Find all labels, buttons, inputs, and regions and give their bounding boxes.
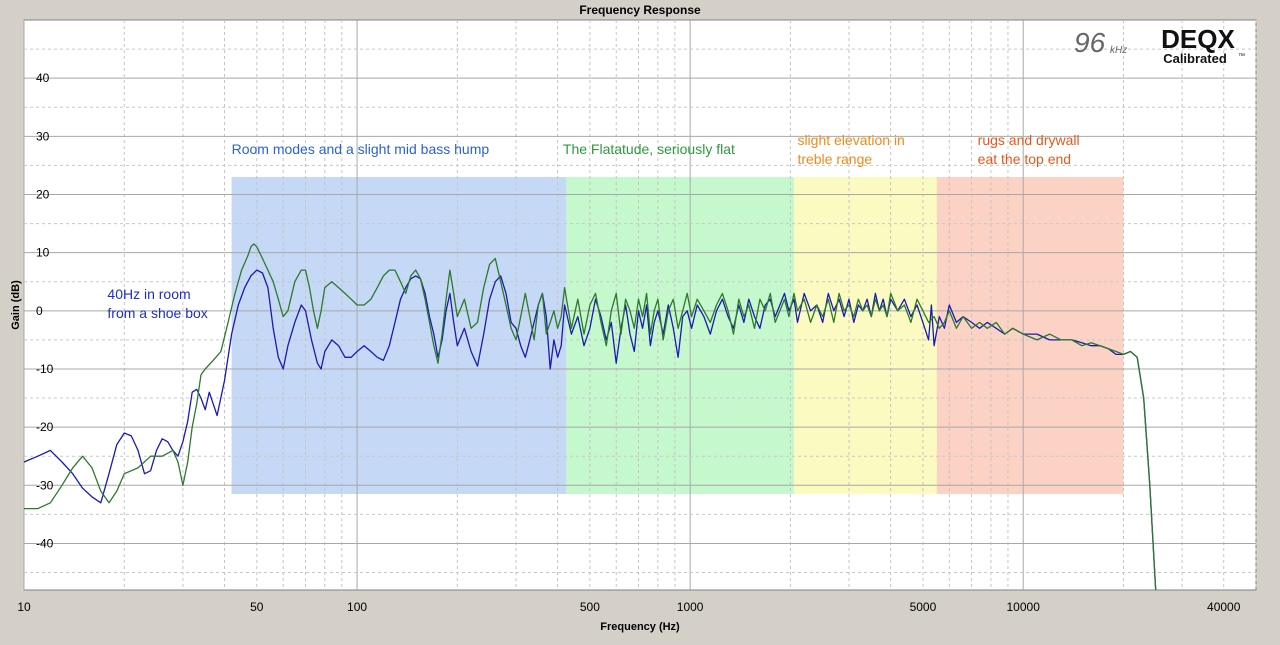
labels-layer: Room modes and a slight mid bass hump The… — [107, 132, 1079, 321]
x-tick-label: 10000 — [1007, 600, 1041, 614]
y-axis-title: Gain (dB) — [10, 280, 22, 330]
y-tick-label: -40 — [36, 536, 54, 550]
logo-rate-unit: kHz — [1110, 45, 1127, 56]
annotation-1: 40Hz in room — [107, 286, 190, 302]
y-tick-label: -20 — [36, 420, 54, 434]
region-3 — [793, 177, 937, 495]
x-tick-label: 1000 — [677, 600, 704, 614]
region-4 — [936, 177, 1124, 495]
y-tick-label: 0 — [36, 304, 43, 318]
series-layer — [23, 243, 1157, 591]
x-axis-title: Frequency (Hz) — [600, 621, 680, 633]
region-1 — [231, 177, 567, 495]
y-tick-label: -10 — [36, 362, 54, 376]
region-label-4: eat the top end — [978, 151, 1071, 167]
region-label-1: Room modes and a slight mid bass hump — [232, 141, 490, 157]
logo-tm: ™ — [1238, 53, 1245, 60]
y-tick-label: 30 — [36, 129, 50, 143]
y-tick-label: 10 — [36, 246, 50, 260]
region-label-3: treble range — [797, 151, 872, 167]
y-tick-label: -30 — [36, 478, 54, 492]
x-tick-label: 5000 — [910, 600, 937, 614]
deqx-logo: 96 kHz DEQX Calibrated ™ — [1074, 24, 1245, 66]
x-tick-label: 40000 — [1207, 600, 1241, 614]
region-label-2: The Flatatude, seriously flat — [563, 141, 735, 157]
x-tick-label: 50 — [250, 600, 264, 614]
x-tick-label: 10 — [17, 600, 31, 614]
region-label-4: rugs and drywall — [978, 132, 1080, 148]
series-line-1 — [23, 269, 1157, 591]
ticks-layer: 10 50 100 500 1000 5000 10000 40000403020100-10… — [17, 71, 1240, 614]
logo-brand: DEQX — [1161, 24, 1235, 54]
y-tick-label: 40 — [36, 71, 50, 85]
logo-rate: 96 — [1074, 27, 1106, 58]
region-label-3: slight elevation in — [797, 132, 904, 148]
y-tick-label: 20 — [36, 187, 50, 201]
x-tick-label: 500 — [580, 600, 600, 614]
annotation-1: from a shoe box — [107, 305, 207, 321]
series-line-2 — [24, 243, 1157, 591]
chart-title: Frequency Response — [579, 3, 701, 17]
x-tick-label: 100 — [347, 600, 367, 614]
logo-tagline: Calibrated — [1163, 51, 1227, 66]
regions-layer — [231, 177, 1124, 495]
